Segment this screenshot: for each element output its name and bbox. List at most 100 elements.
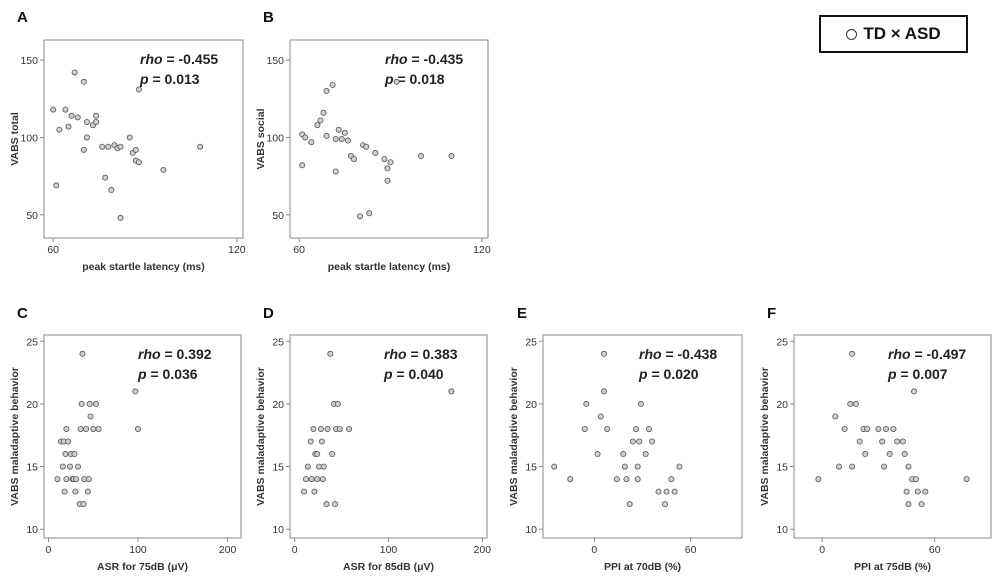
x-tick-label: 0: [591, 544, 597, 556]
data-point: [85, 476, 92, 483]
data-point: [56, 126, 63, 133]
x-tick-label: 200: [474, 544, 492, 556]
data-point: [117, 214, 124, 221]
data-point: [918, 501, 925, 508]
data-point: [80, 501, 87, 508]
x-tick-label: 120: [473, 244, 491, 256]
rho-value: rho = -0.435: [385, 51, 463, 67]
data-point: [83, 118, 90, 125]
data-point: [332, 135, 339, 142]
data-point: [645, 425, 652, 432]
panel-letter: C: [17, 305, 28, 322]
data-point: [882, 425, 889, 432]
data-point: [74, 114, 81, 121]
data-point: [963, 476, 970, 483]
data-point: [879, 438, 886, 445]
data-point: [59, 463, 66, 470]
data-point: [637, 400, 644, 407]
data-point: [75, 463, 82, 470]
y-tick-label: 50: [272, 210, 284, 222]
data-point: [852, 400, 859, 407]
data-point: [655, 488, 662, 495]
data-point: [381, 156, 388, 163]
y-tick-label: 20: [26, 399, 38, 411]
data-point: [594, 451, 601, 458]
data-point: [50, 106, 57, 113]
data-point: [308, 139, 315, 146]
data-point: [338, 135, 345, 142]
data-point: [307, 438, 314, 445]
data-point: [856, 438, 863, 445]
data-point: [613, 476, 620, 483]
y-tick-label: 150: [20, 55, 38, 67]
data-point: [62, 106, 69, 113]
data-point: [54, 476, 61, 483]
data-point: [901, 451, 908, 458]
p-value: p = 0.036: [137, 366, 198, 382]
y-tick-label: 20: [776, 399, 788, 411]
y-tick-label: 25: [272, 336, 284, 348]
x-axis-label: peak startle latency (ms): [328, 261, 451, 273]
data-point: [875, 425, 882, 432]
p-value: p = 0.020: [638, 366, 699, 382]
data-point: [581, 425, 588, 432]
panel-letter: B: [263, 9, 274, 26]
data-point: [894, 438, 901, 445]
y-tick-label: 10: [776, 524, 788, 536]
data-point: [346, 425, 353, 432]
data-point: [317, 425, 324, 432]
data-point: [634, 476, 641, 483]
panel-letter: E: [517, 305, 527, 322]
panel-c: C 0 100 200 10 15 20 25 ASR for 75dB (μV) VABS ma…: [9, 305, 242, 573]
data-point: [899, 438, 906, 445]
data-point: [126, 134, 133, 141]
data-point: [87, 413, 94, 420]
data-point: [329, 81, 336, 88]
x-tick-label: 60: [929, 544, 941, 556]
plot-frame: [793, 334, 992, 539]
data-point: [62, 451, 69, 458]
y-tick-label: 25: [776, 336, 788, 348]
data-point: [80, 146, 87, 153]
y-tick-label: 20: [525, 399, 537, 411]
data-point: [135, 425, 142, 432]
x-tick-label: 0: [292, 544, 298, 556]
data-point: [676, 463, 683, 470]
data-point: [341, 129, 348, 136]
panel-letter: A: [17, 9, 28, 26]
y-tick-label: 100: [20, 132, 38, 144]
plot-frame: [289, 39, 489, 239]
data-point: [332, 501, 339, 508]
data-point: [314, 122, 321, 129]
data-point: [79, 350, 86, 357]
x-axis-label: ASR for 75dB (μV): [97, 561, 188, 573]
data-point: [384, 177, 391, 184]
data-point: [357, 213, 364, 220]
panel-d: D 0 100 200 10 15 20 25 ASR for 85dB (μV) VABS ma…: [255, 305, 491, 573]
data-point: [661, 501, 668, 508]
data-point: [335, 126, 342, 133]
data-point: [72, 488, 79, 495]
data-point: [327, 350, 334, 357]
data-point: [384, 165, 391, 172]
panel-e: E 0 60 10 15 20 25 PPI at 70dB (%) VABS maladapt…: [508, 305, 743, 573]
data-point: [363, 143, 370, 150]
rho-value: rho = 0.383: [384, 346, 458, 362]
x-axis-label: PPI at 75dB (%): [854, 561, 931, 573]
p-value: p = 0.040: [383, 366, 444, 382]
x-tick-label: 100: [129, 544, 147, 556]
data-point: [903, 488, 910, 495]
panel-b: B 60 120 50 100 150 peak startle latency (ms) V…: [255, 9, 491, 273]
data-point: [417, 153, 424, 160]
x-tick-label: 60: [47, 244, 59, 256]
data-point: [84, 488, 91, 495]
rho-value: rho = -0.438: [639, 346, 717, 362]
data-point: [604, 425, 611, 432]
data-point: [132, 388, 139, 395]
panel-a: A 60 120 50 100 150 peak startle latency (ms) V…: [9, 9, 246, 273]
data-point: [864, 425, 871, 432]
data-point: [636, 438, 643, 445]
data-point: [317, 117, 324, 124]
data-point: [332, 168, 339, 175]
